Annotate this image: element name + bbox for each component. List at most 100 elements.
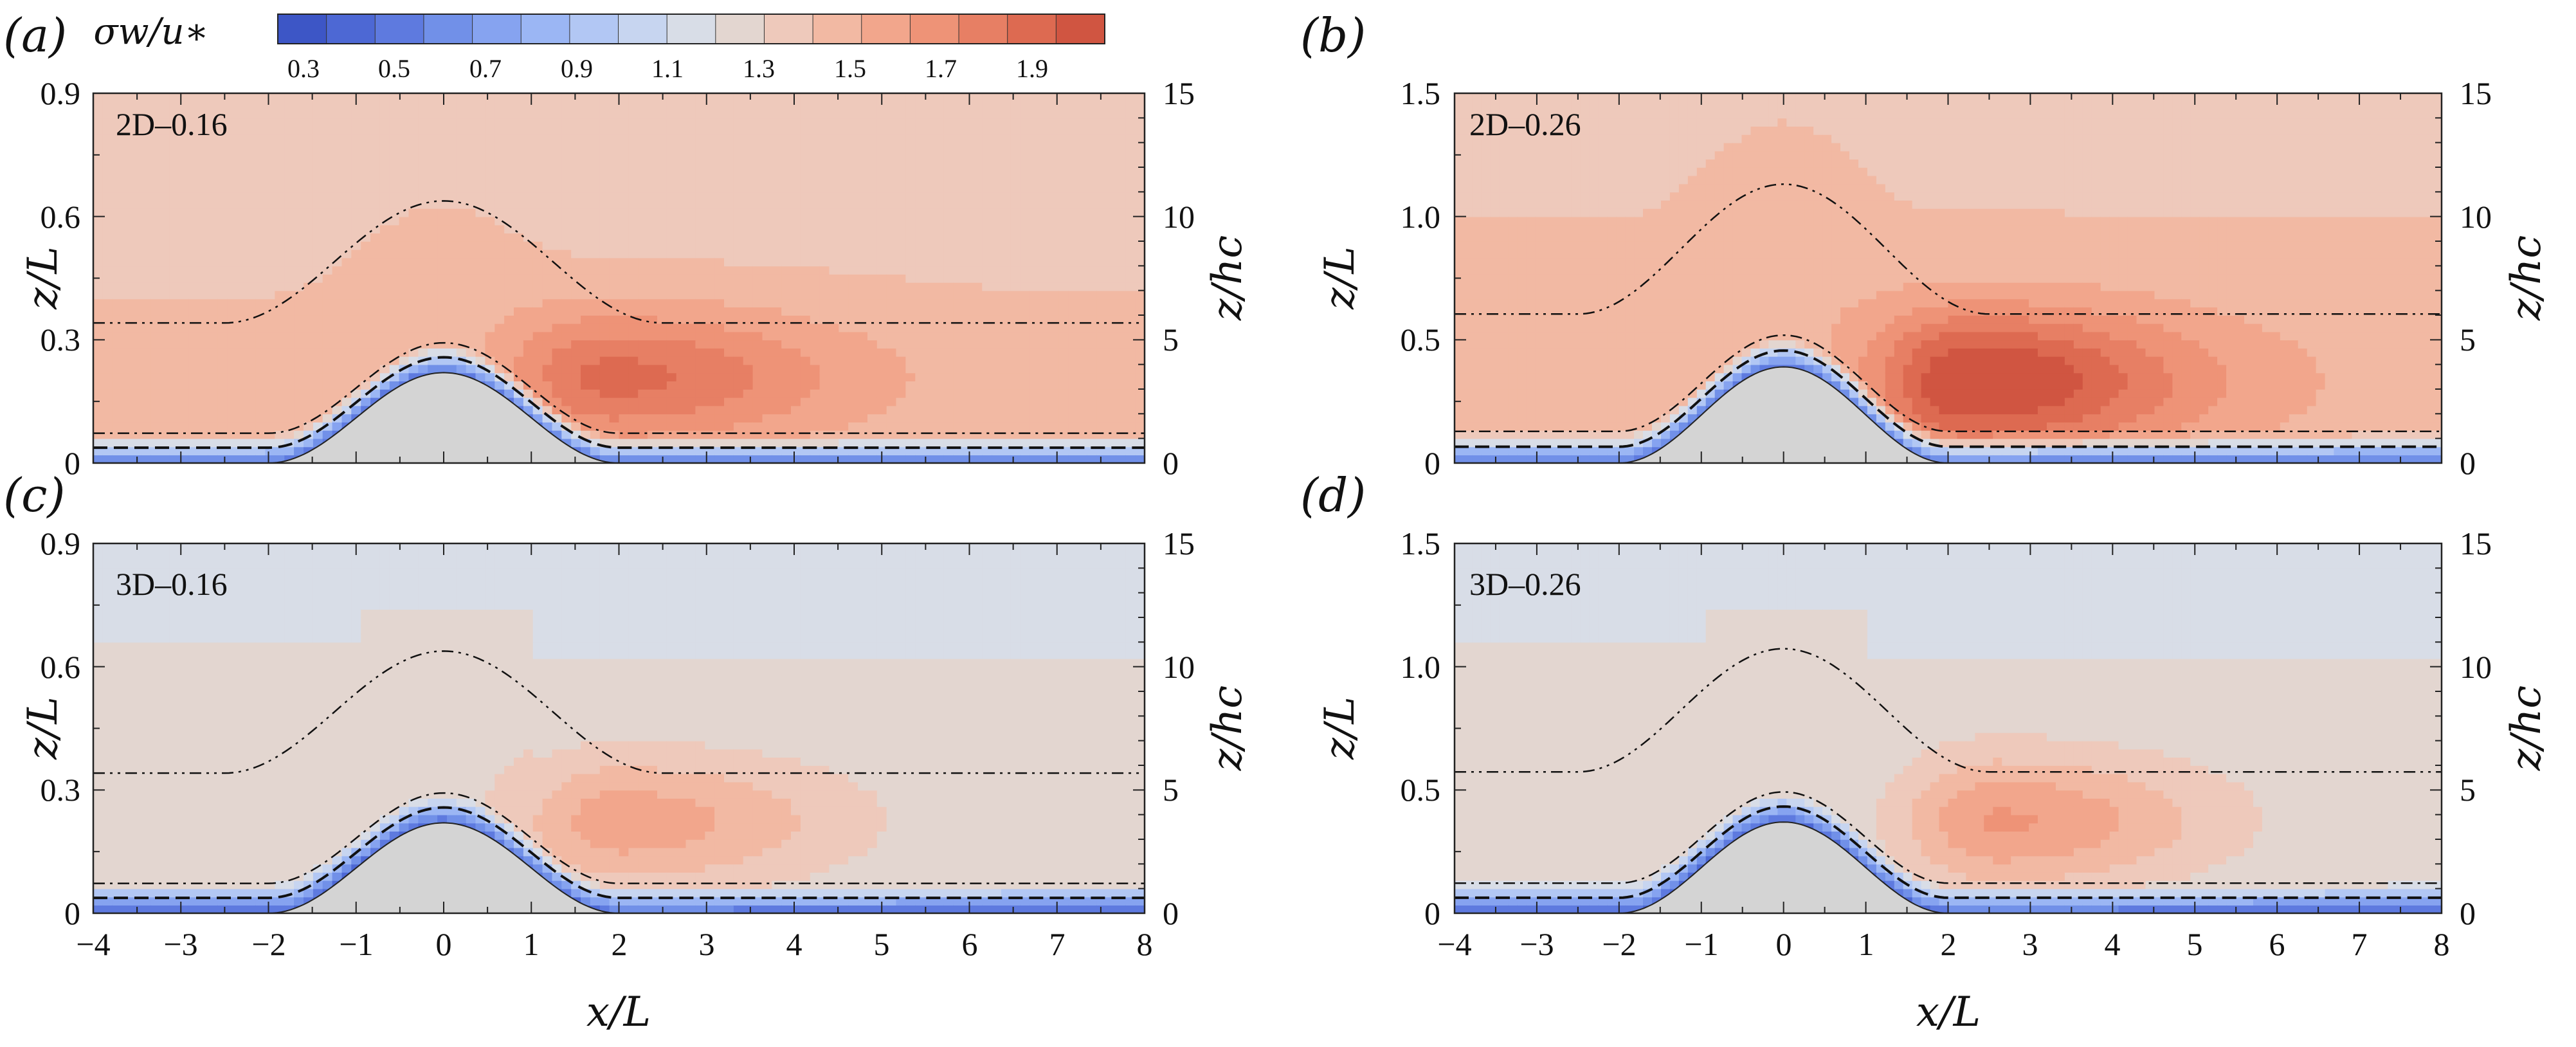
field-cell (370, 142, 381, 152)
field-cell (160, 422, 170, 431)
field-cell (466, 323, 476, 332)
field-cell (972, 307, 983, 316)
field-cell (762, 430, 773, 439)
field-cell (1001, 422, 1011, 431)
field-cell (1049, 150, 1060, 159)
field-cell (466, 134, 476, 143)
field-cell (925, 150, 935, 159)
field-cell (265, 118, 276, 127)
field-cell (810, 397, 821, 406)
field-cell (599, 150, 610, 159)
field-cell (237, 101, 247, 111)
field-cell (552, 257, 563, 267)
field-cell (437, 142, 448, 152)
field-cell (1039, 216, 1050, 226)
field-cell (581, 257, 591, 267)
field-cell (198, 266, 209, 275)
field-cell (599, 422, 610, 431)
field-cell (141, 455, 151, 463)
field-cell (685, 109, 696, 119)
field-cell (724, 298, 734, 307)
field-cell (1039, 274, 1050, 283)
field-cell (581, 372, 591, 381)
field-cell (169, 307, 180, 316)
field-cell (294, 348, 304, 357)
field-cell (198, 340, 209, 349)
field-cell (304, 175, 314, 185)
field-cell (905, 274, 916, 283)
field-cell (552, 142, 563, 152)
field-cell (876, 257, 887, 267)
field-cell (102, 290, 113, 300)
field-cell (1135, 126, 1145, 135)
field-cell (93, 266, 104, 275)
field-cell (609, 282, 620, 291)
field-cell (1087, 167, 1098, 176)
field-cell (255, 282, 266, 291)
field-cell (217, 414, 228, 423)
colorbar-tick: 1.1 (651, 54, 684, 83)
field-cell (1135, 290, 1145, 300)
field-cell (485, 93, 496, 102)
field-cell (93, 340, 104, 349)
field-cell (876, 142, 887, 152)
field-cell (705, 331, 715, 341)
field-cell (685, 381, 696, 390)
field-cell (762, 364, 773, 374)
field-cell (839, 298, 849, 307)
field-cell (217, 298, 228, 307)
field-cell (1125, 340, 1136, 349)
field-cell (1049, 323, 1060, 332)
field-cell (992, 241, 1002, 250)
field-cell (437, 315, 448, 324)
field-cell (819, 348, 830, 357)
field-cell (370, 167, 381, 176)
field-cell (1116, 430, 1127, 439)
field-cell (982, 340, 992, 349)
field-cell (1096, 414, 1107, 423)
field-cell (428, 249, 438, 259)
field-cell (102, 438, 113, 448)
field-cell (1087, 241, 1098, 250)
field-cell (93, 323, 104, 332)
field-cell (304, 290, 314, 300)
field-cell (867, 241, 878, 250)
field-cell (246, 348, 257, 357)
field-cell (1096, 109, 1107, 119)
field-cell (581, 381, 591, 390)
field-cell (475, 307, 486, 316)
field-cell (399, 323, 410, 332)
field-cell (648, 422, 658, 431)
field-cell (150, 315, 161, 324)
field-cell (695, 183, 706, 193)
field-cell (304, 159, 314, 168)
field-cell (1125, 356, 1136, 365)
field-cell (666, 266, 677, 275)
field-cell (408, 118, 419, 127)
colorbar-tick: 1.3 (743, 54, 775, 83)
field-cell (666, 159, 677, 168)
field-cell (1010, 200, 1021, 209)
field-cell (361, 200, 371, 209)
field-cell (504, 266, 514, 275)
field-cell (590, 446, 601, 455)
field-cell (141, 175, 151, 185)
field-cell (800, 233, 811, 242)
field-cell (657, 134, 667, 143)
field-cell (1001, 126, 1011, 135)
field-cell (972, 348, 983, 357)
field-cell (867, 208, 878, 217)
field-cell (858, 241, 868, 250)
field-cell (332, 241, 343, 250)
field-cell (943, 315, 954, 324)
field-cell (198, 241, 209, 250)
field-cell (839, 430, 849, 439)
field-cell (532, 405, 543, 415)
field-cell (131, 307, 142, 316)
field-cell (819, 126, 830, 135)
field-cell (943, 405, 954, 415)
field-cell (609, 241, 620, 250)
field-cell (1087, 307, 1098, 316)
field-cell (781, 224, 792, 233)
field-cell (102, 397, 113, 406)
